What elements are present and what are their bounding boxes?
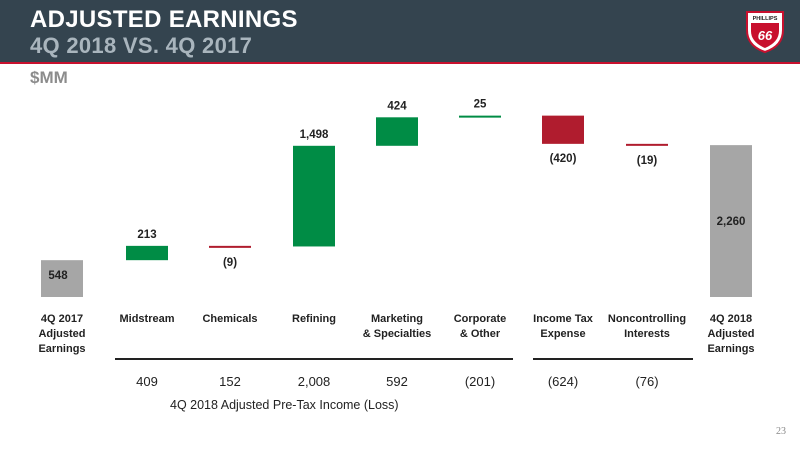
pretax-caption: 4Q 2018 Adjusted Pre-Tax Income (Loss) xyxy=(170,398,399,412)
category-label-4q-2017-adjusted-earnings: 4Q 2017 Adjusted Earnings xyxy=(38,313,86,355)
pretax-rule-right xyxy=(533,358,693,360)
category-label-midstream: Midstream xyxy=(119,313,175,325)
category-label-noncontrolling-interests: Noncontrolling Interests xyxy=(607,313,687,340)
bar-noncontrolling-interests xyxy=(626,143,668,146)
value-label-4q-2018-adjusted-earnings: 2,260 xyxy=(717,216,746,228)
pretax-value: 2,008 xyxy=(297,374,331,389)
pretax-value: 152 xyxy=(219,374,241,389)
logo-number: 66 xyxy=(758,28,773,43)
category-label-refining: Refining xyxy=(292,313,336,325)
bar-income-tax-expense xyxy=(542,115,584,144)
pretax-value: 409 xyxy=(136,374,158,389)
value-label-refining: 1,498 xyxy=(300,129,329,141)
category-label-chemicals: Chemicals xyxy=(202,313,258,325)
category-label-marketing-specialties: Marketing & Specialties xyxy=(362,313,432,340)
page-subtitle: 4Q 2018 VS. 4Q 2017 xyxy=(30,33,253,58)
bar-4q-2017-adjusted-earnings xyxy=(41,260,83,297)
value-label-income-tax-expense: (420) xyxy=(550,153,577,165)
header-bar xyxy=(0,0,800,62)
value-label-noncontrolling-interests: (19) xyxy=(637,155,658,167)
pretax-value: 592 xyxy=(386,374,408,389)
bar-midstream xyxy=(126,245,168,261)
bar-chemicals xyxy=(209,245,251,248)
category-label-income-tax-expense: Income Tax Expense xyxy=(533,313,593,340)
category-label-corporate-other: Corporate & Other xyxy=(453,313,507,340)
bar-marketing-specialties xyxy=(376,117,418,146)
bar-4q-2018-adjusted-earnings xyxy=(710,145,752,297)
value-label-marketing-specialties: 424 xyxy=(387,100,407,112)
header-divider xyxy=(0,62,800,64)
value-label-midstream: 213 xyxy=(137,229,156,241)
value-label-4q-2017-adjusted-earnings: 548 xyxy=(48,270,68,282)
page-title: ADJUSTED EARNINGS xyxy=(30,6,298,33)
category-label-4q-2018-adjusted-earnings: 4Q 2018 Adjusted Earnings xyxy=(707,313,755,355)
pretax-rule-left xyxy=(115,358,513,360)
phillips66-logo: PHILLIPS 66 xyxy=(746,11,784,54)
bar-corporate-other xyxy=(459,115,501,118)
value-label-chemicals: (9) xyxy=(223,257,237,269)
page-number: 23 xyxy=(776,426,786,437)
pretax-value: (624) xyxy=(547,374,579,389)
logo-text: PHILLIPS xyxy=(753,16,778,22)
value-label-corporate-other: 25 xyxy=(474,99,487,111)
bar-refining xyxy=(293,145,335,247)
pretax-value: (201) xyxy=(464,374,496,389)
unit-label: $MM xyxy=(30,68,68,87)
pretax-value: (76) xyxy=(635,374,659,389)
